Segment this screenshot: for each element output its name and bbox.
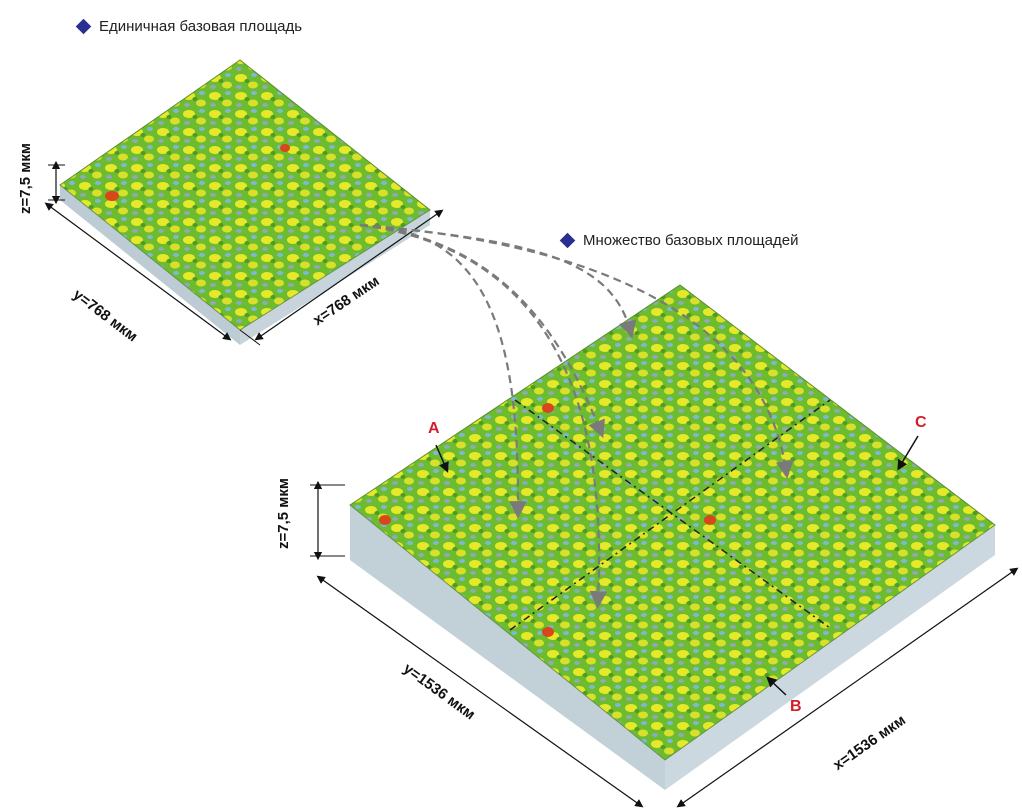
small-x-dimension bbox=[254, 209, 444, 341]
marker-b-pointer bbox=[766, 676, 787, 696]
small-z-label: z=7,5 мкм bbox=[16, 143, 34, 214]
large-peak-marker bbox=[542, 627, 554, 637]
large-peak-marker bbox=[704, 515, 716, 525]
large-y-dimension bbox=[316, 575, 644, 808]
small-y-dimension bbox=[44, 202, 232, 341]
marker-a: A bbox=[428, 420, 440, 437]
marker-b: B bbox=[790, 698, 802, 715]
divider-line bbox=[509, 399, 831, 631]
large-surface bbox=[310, 284, 1019, 808]
marker-c: C bbox=[915, 414, 927, 431]
legend-multiple-areas: Множество базовых площадей bbox=[559, 232, 799, 249]
mapping-arrows bbox=[359, 223, 794, 609]
small-peak-marker bbox=[105, 191, 119, 201]
legend-multiple-label: Множество базовых площадей bbox=[583, 232, 799, 249]
legend-single-label: Единичная базовая площадь bbox=[99, 18, 303, 35]
marker-a-pointer bbox=[435, 444, 449, 473]
large-peak-marker bbox=[542, 403, 554, 413]
legend-single-area: Единичная базовая площадь bbox=[75, 18, 303, 35]
large-z-label: z=7,5 мкм bbox=[274, 478, 292, 549]
small-peak-marker bbox=[280, 144, 290, 152]
large-peak-marker bbox=[379, 515, 391, 525]
small-surface bbox=[44, 59, 444, 346]
marker-c-pointer bbox=[897, 435, 919, 471]
large-x-dimension bbox=[676, 567, 1019, 808]
